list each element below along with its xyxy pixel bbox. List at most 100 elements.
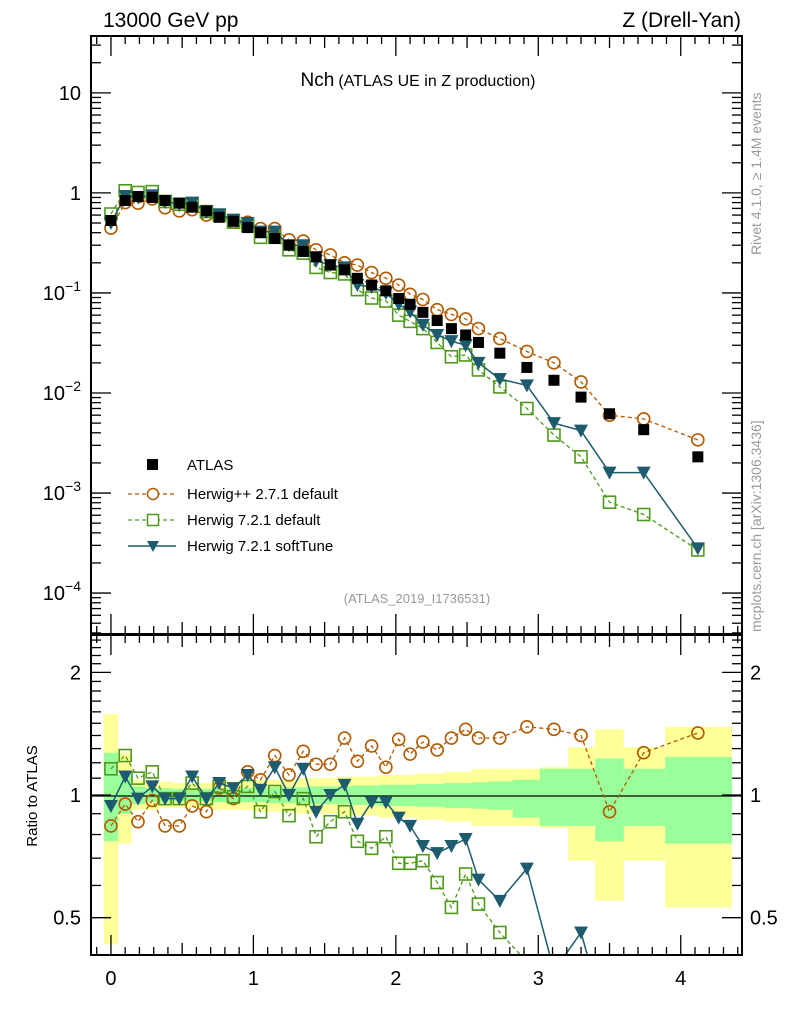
legend-marker-square-open [146,513,160,527]
legend-label: Herwig 7.2.1 softTune [187,538,333,555]
ratio-y-tick-label-right: 1 [750,785,761,807]
data-point-herwig7-softtune [690,542,705,556]
ratio-series-herwig-2-7-1-default [104,720,705,833]
data-point-atlas [269,233,281,245]
data-point-atlas [132,191,144,203]
y-tick-label: 10−1 [43,278,81,305]
data-point-atlas [393,292,405,304]
ratio-y-tick-label-right: 0.5 [750,908,778,930]
y-tick-label-exponent: −3 [65,478,81,494]
data-point-atlas [380,285,392,297]
rivet-version-label: Rivet 4.1.0, ≥ 1.4M events [748,92,764,255]
data-point-herwigpp [416,292,430,307]
data-point-atlas [575,391,587,403]
data-point-atlas [445,323,457,335]
data-point-herwig7-softtune [199,792,214,806]
data-point-herwigpp [104,819,118,833]
ratio-ylabel: Ratio to ATLAS [24,745,41,846]
band-stat-bin [623,768,666,826]
data-point-atlas [339,264,351,276]
data-point-herwigpp [493,731,507,745]
data-point-herwig7-default [131,771,145,785]
series-line [110,198,699,441]
y-tick-label-exponent: −4 [65,578,81,594]
data-point-herwig7-softtune [471,356,486,370]
x-tick-label: 2 [390,968,401,990]
data-point-herwigpp [444,307,459,322]
data-point-atlas [255,227,267,239]
data-point-herwig7-softtune [403,819,418,833]
data-point-herwig7-softtune [145,780,160,794]
x-tick-label: 1 [248,968,259,990]
ratio-y-tick-label: 0.5 [53,908,81,930]
y-tick-label: 10−4 [43,578,81,605]
data-point-herwig7-softtune [240,768,255,782]
data-point-herwig7-default [430,875,444,890]
data-point-herwigpp [636,745,651,760]
data-point-herwig7-softtune [492,894,507,908]
data-point-herwig7-softtune [415,839,430,853]
data-point-herwigpp [430,743,444,757]
data-point-herwigpp [172,819,187,833]
data-point-herwig7-default [547,428,561,442]
data-point-herwigpp [416,735,430,749]
ratio-y-tick-label: 2 [70,662,81,684]
band-stat-bin [337,786,351,805]
data-point-herwig7-softtune [430,328,445,342]
data-point-herwigpp [430,302,444,317]
data-point-herwig7-default [520,401,534,416]
x-tick-label: 3 [533,968,544,990]
data-point-herwigpp [391,732,406,747]
ratio-y-tick-label-right: 2 [750,662,761,684]
series-atlas [105,191,704,463]
data-point-herwig7-default [458,867,473,881]
legend: ATLAS Herwig++ 2.7.1 default Herwig 7.2.… [128,457,339,555]
data-point-herwigpp [574,375,588,389]
data-point-herwig7-softtune [458,339,473,353]
data-point-herwig7-softtune [637,965,651,978]
data-point-herwig7-softtune [131,792,146,806]
y-tick-label-base: 1 [70,183,81,205]
data-point-herwig7-softtune [118,770,133,784]
data-point-herwig7-softtune [103,799,118,813]
data-point-herwig7-softtune [574,424,589,438]
data-point-herwigpp [131,814,145,829]
ratio-series-line [110,754,522,955]
data-point-atlas [548,374,560,386]
ratio-series-line [110,726,699,827]
data-point-herwigpp [379,271,393,286]
data-point-atlas [283,239,295,251]
data-point-herwigpp [145,793,160,808]
title-sub: (ATLAS UE in Z production) [338,73,535,90]
data-point-herwig7-softtune [350,817,365,831]
band-stat-bin [512,779,540,818]
ratio-y-tick-label: 1 [70,785,81,807]
y-tick-label-exponent: −2 [65,378,81,394]
data-point-atlas [227,215,239,227]
data-point-atlas [366,279,378,291]
plot-title: Nch (ATLAS UE in Z production) [301,70,536,91]
data-point-herwig7-softtune [471,873,486,887]
data-point-herwig7-softtune [253,783,268,797]
band-stat-bin [595,758,624,842]
data-point-herwig7-default [416,853,430,868]
ratio-series-layer [103,720,705,978]
data-point-atlas [638,424,650,436]
data-point-herwigpp [364,265,379,280]
data-point-herwig7-softtune [636,466,651,480]
data-point-herwigpp [471,731,486,745]
data-point-atlas [324,259,336,271]
data-point-herwig7-default [337,804,352,819]
legend-label: Herwig 7.2.1 default [187,512,321,529]
x-tick-label: 4 [675,968,686,990]
legend-label: Herwig++ 2.7.1 default [187,486,339,503]
data-point-herwigpp [391,278,406,292]
band-stat-bin [539,768,569,826]
legend-marker-triangle-down [147,541,159,552]
data-point-herwig7-softtune [519,379,534,393]
data-point-herwig7-softtune [296,239,311,253]
legend-marker-square-filled [147,459,158,470]
data-point-herwig7-softtune [546,417,561,431]
data-point-herwigpp [337,731,352,745]
